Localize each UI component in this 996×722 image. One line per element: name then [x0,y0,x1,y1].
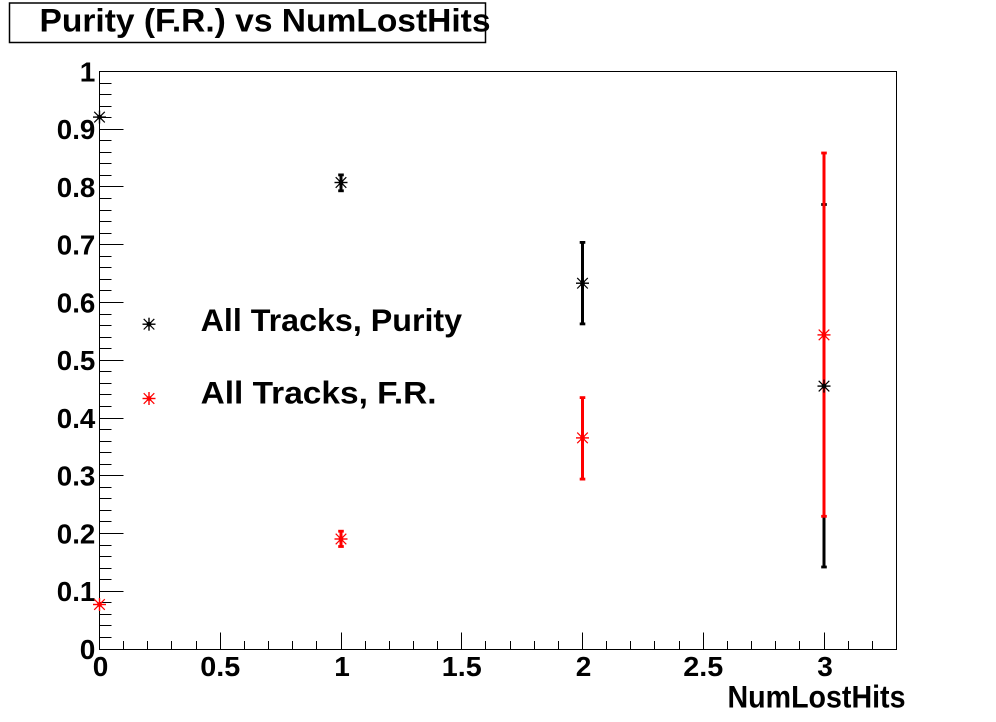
svg-text:All Tracks, Purity: All Tracks, Purity [201,303,463,338]
svg-text:2: 2 [576,651,592,682]
svg-text:NumLostHits: NumLostHits [728,679,906,714]
svg-text:1: 1 [334,651,350,682]
svg-text:0: 0 [93,651,109,682]
svg-text:0.7: 0.7 [57,230,96,261]
svg-text:All Tracks, F.R.: All Tracks, F.R. [201,376,437,411]
svg-text:0.5: 0.5 [57,345,96,376]
svg-text:0.4: 0.4 [57,403,96,434]
svg-text:2.5: 2.5 [683,651,723,682]
svg-text:0.2: 0.2 [57,518,96,549]
svg-text:1: 1 [80,56,96,87]
svg-text:0.6: 0.6 [57,287,96,318]
svg-text:Purity (F.R.) vs NumLostHits: Purity (F.R.) vs NumLostHits [40,2,491,39]
svg-text:0.9: 0.9 [57,114,96,145]
svg-text:0.3: 0.3 [57,461,96,492]
svg-text:0.8: 0.8 [57,172,96,203]
svg-text:1.5: 1.5 [442,651,482,682]
svg-text:3: 3 [817,651,833,682]
svg-text:0.1: 0.1 [57,576,96,607]
svg-text:0.5: 0.5 [200,651,240,682]
svg-text:0: 0 [80,634,96,665]
